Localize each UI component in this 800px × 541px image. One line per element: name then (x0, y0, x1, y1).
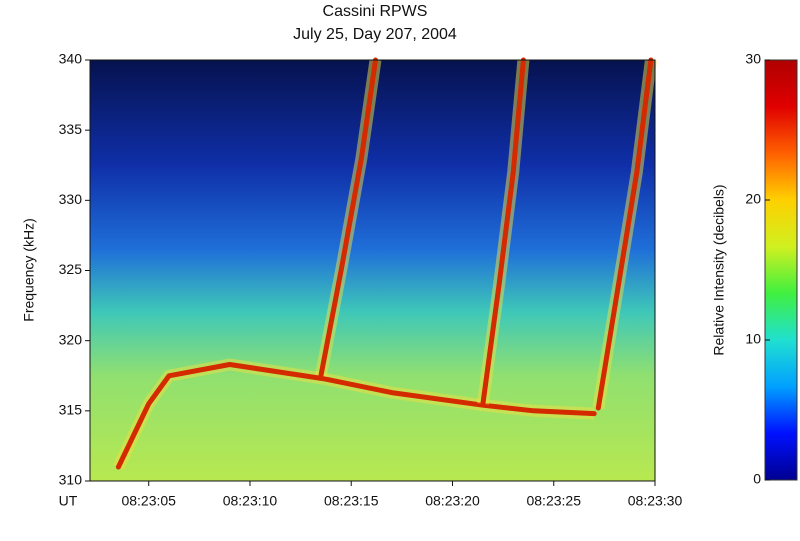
x-tick-label: 08:23:25 (526, 493, 581, 509)
emission-track (595, 57, 654, 411)
colorbar-tick-label: 20 (745, 191, 761, 207)
y-axis-label: Frequency (kHz) (21, 218, 37, 321)
x-axis-label: UT (59, 493, 78, 509)
x-tick-label: 08:23:05 (121, 493, 176, 509)
emission-track (115, 362, 597, 470)
y-tick-label: 330 (59, 191, 83, 207)
y-tick-label: 340 (59, 51, 83, 67)
colorbar-tick-label: 10 (745, 331, 761, 347)
y-tick-label: 335 (59, 121, 83, 137)
x-tick-label: 08:23:15 (324, 493, 379, 509)
colorbar (764, 59, 798, 481)
y-tick-label: 315 (59, 402, 83, 418)
chart-subtitle: July 25, Day 207, 2004 (293, 26, 457, 43)
x-tick-label: 08:23:30 (628, 493, 683, 509)
emission-track (318, 57, 378, 379)
y-tick-label: 310 (59, 472, 83, 488)
y-tick-label: 320 (59, 331, 83, 347)
chart-title: Cassini RPWS (323, 3, 428, 20)
colorbar-label: Relative Intensity (decibels) (711, 184, 727, 355)
colorbar-tick-label: 0 (753, 471, 761, 487)
plot-frame (89, 59, 656, 482)
colorbar-tick-label: 30 (745, 51, 761, 67)
x-tick-label: 08:23:10 (223, 493, 278, 509)
y-tick-label: 325 (59, 261, 83, 277)
emission-track (480, 57, 526, 407)
x-tick-label: 08:23:20 (425, 493, 480, 509)
